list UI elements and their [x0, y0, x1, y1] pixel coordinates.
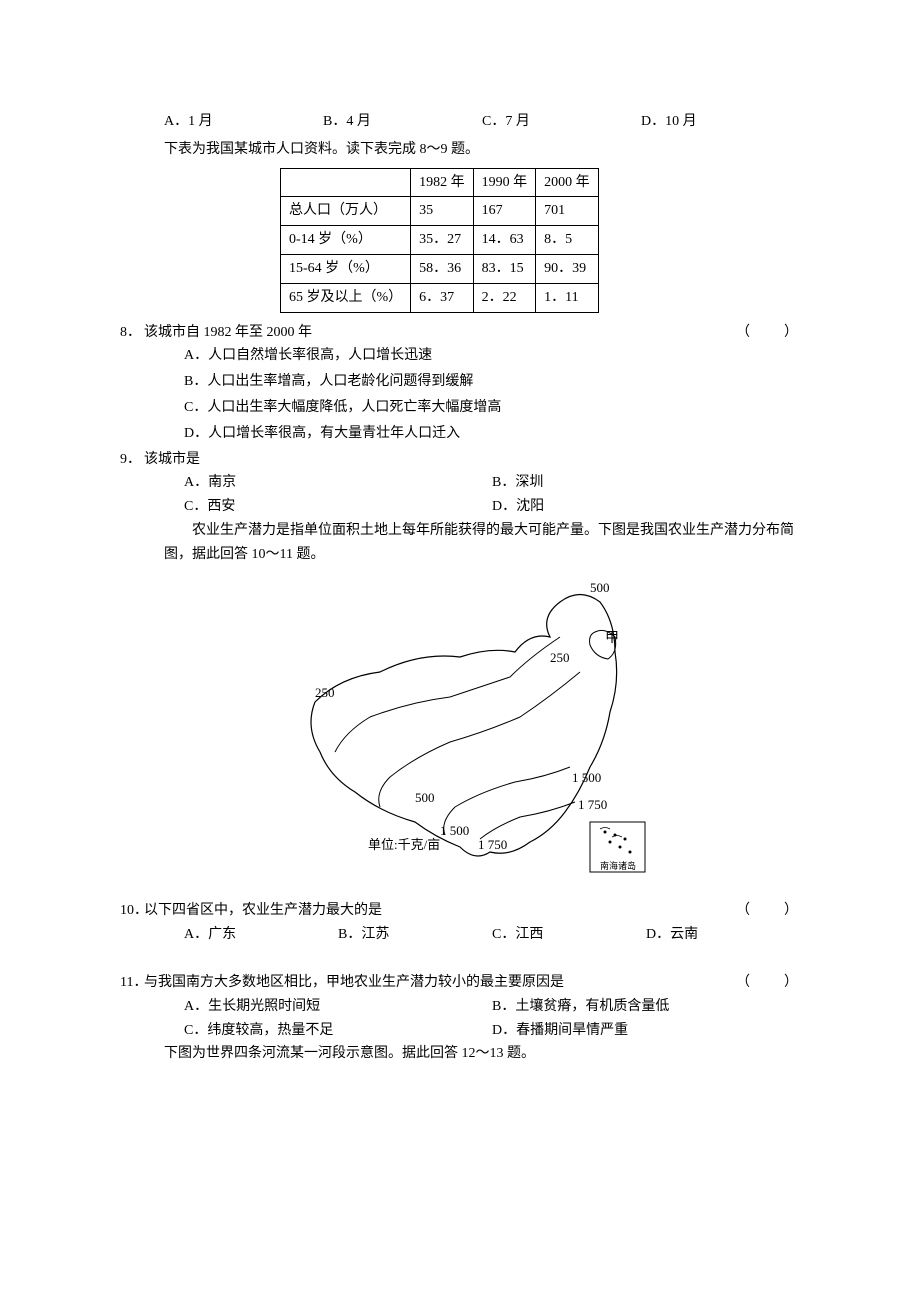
q10-option-a: A．广东: [184, 923, 338, 947]
china-map-svg: 500 250 250 500 1 500 1 500 1 750 1 750 …: [260, 577, 660, 877]
table-cell: 167: [473, 197, 536, 226]
q9-options-row2: C．西安 D．沈阳: [184, 495, 800, 519]
map-label-1500a: 1 500: [440, 823, 469, 838]
q10-option-c: C．江西: [492, 923, 646, 947]
table-cell: 35: [411, 197, 474, 226]
q11-options-row2: C．纬度较高，热量不足 D．春播期间旱情严重: [184, 1019, 800, 1043]
q10-option-b: B．江苏: [338, 923, 492, 947]
q11-option-b: B．土壤贫瘠，有机质含量低: [492, 995, 800, 1019]
table-cell: 83．15: [473, 254, 536, 283]
q10-stem: 以下四省区中，农业生产潜力最大的是: [144, 903, 382, 918]
map-label-250a: 250: [550, 650, 570, 665]
q9-stem: 该城市是: [144, 452, 200, 467]
q11-paren: （ ）: [736, 971, 800, 995]
table-header-row: 1982 年 1990 年 2000 年: [281, 168, 599, 197]
map-label-250b: 250: [315, 685, 335, 700]
map-label-1500b: 1 500: [572, 770, 601, 785]
table-cell: 65 岁及以上（%）: [281, 283, 411, 312]
q8-paren: （ ）: [736, 321, 800, 345]
table-cell: 2．22: [473, 283, 536, 312]
table-row: 总人口（万人） 35 167 701: [281, 197, 599, 226]
table-cell: 90．39: [536, 254, 599, 283]
q7-option-c: C．7 月: [482, 110, 641, 134]
q11-stem: 与我国南方大多数地区相比，甲地农业生产潜力较小的最主要原因是: [144, 975, 564, 990]
q8-option-b: B．人口出生率增高，人口老龄化问题得到缓解: [184, 370, 800, 394]
q11-option-c: C．纬度较高，热量不足: [184, 1019, 492, 1043]
q7-option-d: D．10 月: [641, 110, 800, 134]
table-intro: 下表为我国某城市人口资料。读下表完成 8～9 题。: [164, 138, 800, 162]
isoline-1750: [480, 802, 575, 839]
q10-option-d: D．云南: [646, 923, 800, 947]
q8-stem: 该城市自 1982 年至 2000 年: [144, 325, 312, 340]
map-label-1750a: 1 750: [478, 837, 507, 852]
para-12-13-intro: 下图为世界四条河流某一河段示意图。据此回答 12～13 题。: [164, 1042, 800, 1066]
q9-option-a: A．南京: [184, 471, 492, 495]
q7-option-b: B．4 月: [323, 110, 482, 134]
q8-option-d: D．人口增长率很高，有大量青壮年人口迁入: [184, 422, 800, 446]
q10-paren: （ ）: [736, 899, 800, 923]
china-map: 500 250 250 500 1 500 1 500 1 750 1 750 …: [120, 577, 800, 886]
table-header-cell: 1990 年: [473, 168, 536, 197]
table-cell: 15-64 岁（%）: [281, 254, 411, 283]
table-cell: 58．36: [411, 254, 474, 283]
isoline-500: [379, 672, 580, 807]
q11-num: 11．: [120, 971, 144, 995]
q9-option-c: C．西安: [184, 495, 492, 519]
q9-option-d: D．沈阳: [492, 495, 800, 519]
table-header-cell: 2000 年: [536, 168, 599, 197]
q11: 11．与我国南方大多数地区相比，甲地农业生产潜力较小的最主要原因是 （ ）: [120, 971, 800, 995]
table-cell: 总人口（万人）: [281, 197, 411, 226]
isoline-250: [335, 637, 560, 752]
table-row: 0-14 岁（%） 35．27 14．63 8．5: [281, 226, 599, 255]
q7-option-a: A．1 月: [164, 110, 323, 134]
population-table: 1982 年 1990 年 2000 年 总人口（万人） 35 167 701 …: [280, 168, 599, 313]
q11-option-a: A．生长期光照时间短: [184, 995, 492, 1019]
q7-options: A．1 月 B．4 月 C．7 月 D．10 月: [164, 110, 800, 134]
map-label-1750b: 1 750: [578, 797, 607, 812]
map-label-500a: 500: [590, 580, 610, 595]
q10-num: 10．: [120, 899, 144, 923]
map-label-jia: 甲: [605, 631, 619, 646]
q8-option-c: C．人口出生率大幅度降低，人口死亡率大幅度增高: [184, 396, 800, 420]
table-cell: 6．37: [411, 283, 474, 312]
map-label-nanhai: 南海诸岛: [600, 860, 636, 871]
q8: 8．该城市自 1982 年至 2000 年 （ ）: [120, 321, 800, 345]
q10: 10．以下四省区中，农业生产潜力最大的是 （ ）: [120, 899, 800, 923]
q11-option-d: D．春播期间旱情严重: [492, 1019, 800, 1043]
q8-num: 8．: [120, 321, 144, 345]
table-cell: 8．5: [536, 226, 599, 255]
table-cell: 1．11: [536, 283, 599, 312]
table-cell: 35．27: [411, 226, 474, 255]
table-header-cell: [281, 168, 411, 197]
table-cell: 14．63: [473, 226, 536, 255]
q10-options: A．广东 B．江苏 C．江西 D．云南: [184, 923, 800, 947]
q9-options-row1: A．南京 B．深圳: [184, 471, 800, 495]
table-row: 15-64 岁（%） 58．36 83．15 90．39: [281, 254, 599, 283]
q9: 9．该城市是: [120, 448, 800, 472]
q9-num: 9．: [120, 448, 144, 472]
table-cell: 0-14 岁（%）: [281, 226, 411, 255]
map-label-500b: 500: [415, 790, 435, 805]
table-header-cell: 1982 年: [411, 168, 474, 197]
q11-options-row1: A．生长期光照时间短 B．土壤贫瘠，有机质含量低: [184, 995, 800, 1019]
para-10-11-intro: 农业生产潜力是指单位面积土地上每年所能获得的最大可能产量。下图是我国农业生产潜力…: [164, 519, 800, 567]
q9-option-b: B．深圳: [492, 471, 800, 495]
table-row: 65 岁及以上（%） 6．37 2．22 1．11: [281, 283, 599, 312]
china-outline: [311, 594, 617, 856]
map-unit-label: 单位:千克/亩: [368, 837, 440, 852]
table-cell: 701: [536, 197, 599, 226]
q8-option-a: A．人口自然增长率很高，人口增长迅速: [184, 344, 800, 368]
